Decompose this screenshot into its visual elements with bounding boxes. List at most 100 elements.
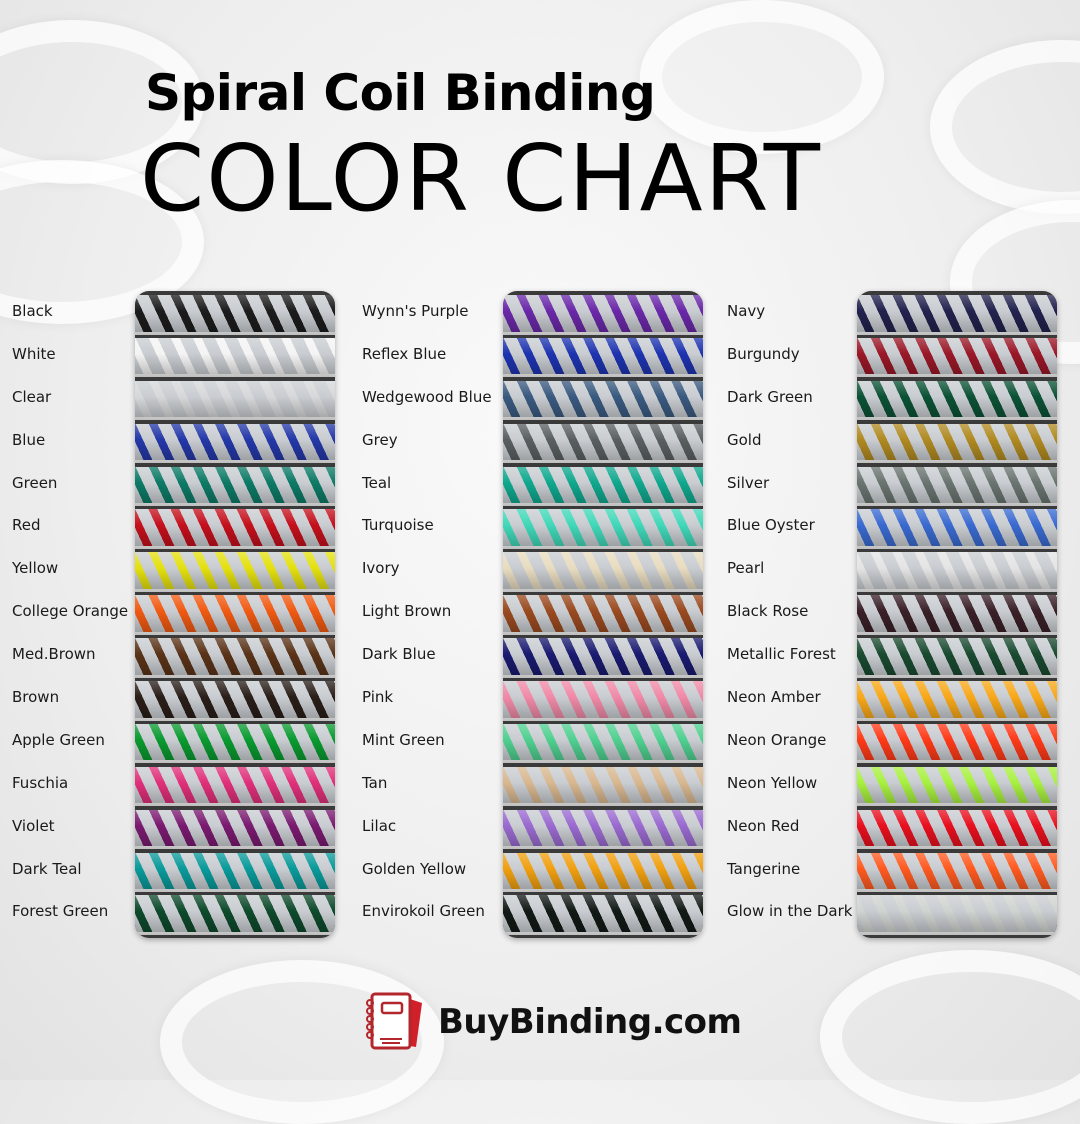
color-label: Red	[12, 516, 41, 535]
label-column-1: Black White Clear Blue Green Red Yellow College…	[12, 300, 128, 943]
coil-swatch	[857, 552, 1057, 592]
color-label: Brown	[12, 688, 60, 707]
coil-panel-3	[857, 291, 1057, 938]
color-label: Wynn's Purple	[362, 302, 469, 320]
coil-swatch	[135, 337, 335, 378]
label-column-2: Wynn's Purple Reflex Blue Wedgewood Blue Gr…	[362, 300, 492, 943]
coil-swatch	[503, 295, 703, 335]
color-label: Neon Red	[727, 816, 800, 835]
coil-swatch	[857, 681, 1057, 721]
color-label: Teal	[362, 473, 392, 492]
coil-swatch	[135, 895, 335, 935]
color-label: Violet	[12, 816, 55, 835]
coil-swatch	[135, 466, 335, 507]
color-label: Forest Green	[12, 902, 109, 921]
coil-panel-1	[135, 291, 335, 938]
coil-swatch	[135, 295, 335, 335]
color-label: Neon Orange	[727, 730, 827, 749]
coil-swatch	[857, 895, 1057, 935]
coil-swatch	[857, 766, 1057, 807]
coil-swatch	[503, 809, 703, 850]
coil-swatch	[857, 809, 1057, 850]
color-label: Tan	[362, 773, 388, 792]
coil-swatch	[503, 723, 703, 764]
color-label: Neon Amber	[727, 688, 821, 707]
color-label: Dark Green	[727, 387, 813, 406]
coil-swatch	[857, 595, 1057, 635]
coil-swatch	[135, 638, 335, 678]
coil-swatch	[857, 852, 1057, 893]
coil-swatch	[135, 552, 335, 592]
coil-swatch	[503, 423, 703, 464]
coil-swatch	[135, 380, 335, 421]
brand-logo: BuyBinding.com	[364, 991, 742, 1053]
coil-swatch	[857, 337, 1057, 378]
color-label: Pink	[362, 688, 394, 707]
label-column-3: Navy Burgundy Dark Green Gold Silver Blue Oys…	[727, 300, 852, 943]
color-label: Green	[12, 473, 58, 492]
coil-swatch	[857, 509, 1057, 549]
color-label: Black Rose	[727, 602, 809, 621]
coil-swatch	[857, 638, 1057, 678]
color-label: White	[12, 344, 56, 363]
color-label: Navy	[727, 302, 766, 320]
color-label: Dark Teal	[12, 859, 82, 878]
coil-swatch	[503, 595, 703, 635]
color-label: Fuschia	[12, 773, 69, 792]
color-label: Golden Yellow	[362, 859, 467, 878]
coil-swatch	[503, 380, 703, 421]
coil-swatch	[857, 295, 1057, 335]
coil-swatch	[857, 466, 1057, 507]
color-label: Black	[12, 302, 53, 320]
color-label: Silver	[727, 473, 770, 492]
color-label: Med.Brown	[12, 645, 96, 664]
coil-swatch	[135, 852, 335, 893]
coil-swatch	[135, 423, 335, 464]
coil-swatch	[857, 380, 1057, 421]
color-label: Apple Green	[12, 730, 105, 749]
coil-swatch	[503, 852, 703, 893]
color-label: Neon Yellow	[727, 773, 818, 792]
color-label: Grey	[362, 430, 398, 449]
coil-swatch	[857, 723, 1057, 764]
color-label: Pearl	[727, 559, 765, 578]
color-label: Tangerine	[727, 859, 801, 878]
color-label: Glow in the Dark	[727, 902, 853, 921]
coil-swatch	[135, 681, 335, 721]
color-label: College Orange	[12, 602, 129, 621]
coil-swatch	[503, 552, 703, 592]
color-label: Reflex Blue	[362, 344, 447, 363]
color-label: Envirokoil Green	[362, 902, 485, 921]
title-color-chart: COLOR CHART	[140, 125, 822, 232]
coil-swatch	[503, 466, 703, 507]
color-label: Metallic Forest	[727, 645, 836, 664]
coil-swatch	[135, 723, 335, 764]
color-label: Burgundy	[727, 344, 800, 363]
coil-swatch	[857, 423, 1057, 464]
coil-swatch	[503, 337, 703, 378]
coil-swatch	[135, 809, 335, 850]
coil-swatch	[135, 595, 335, 635]
brand-name: BuyBinding.com	[438, 1002, 742, 1042]
color-label: Gold	[727, 430, 762, 449]
color-label: Light Brown	[362, 602, 452, 621]
color-label: Yellow	[12, 559, 59, 578]
color-label: Turquoise	[362, 516, 434, 535]
coil-swatch	[503, 509, 703, 549]
coil-swatch	[503, 766, 703, 807]
coil-panel-2	[503, 291, 703, 938]
coil-swatch	[135, 766, 335, 807]
coil-swatch	[503, 638, 703, 678]
color-label: Blue	[12, 430, 46, 449]
color-label: Dark Blue	[362, 645, 436, 664]
notebook-icon	[366, 992, 422, 1050]
color-label: Wedgewood Blue	[362, 387, 492, 406]
coil-swatch	[135, 509, 335, 549]
coil-swatch	[503, 895, 703, 935]
coil-swatch	[503, 681, 703, 721]
color-label: Blue Oyster	[727, 516, 815, 535]
color-label: Clear	[12, 387, 52, 406]
color-label: Ivory	[362, 559, 400, 578]
title-spiral-coil-binding: Spiral Coil Binding	[145, 64, 656, 122]
color-label: Mint Green	[362, 730, 445, 749]
